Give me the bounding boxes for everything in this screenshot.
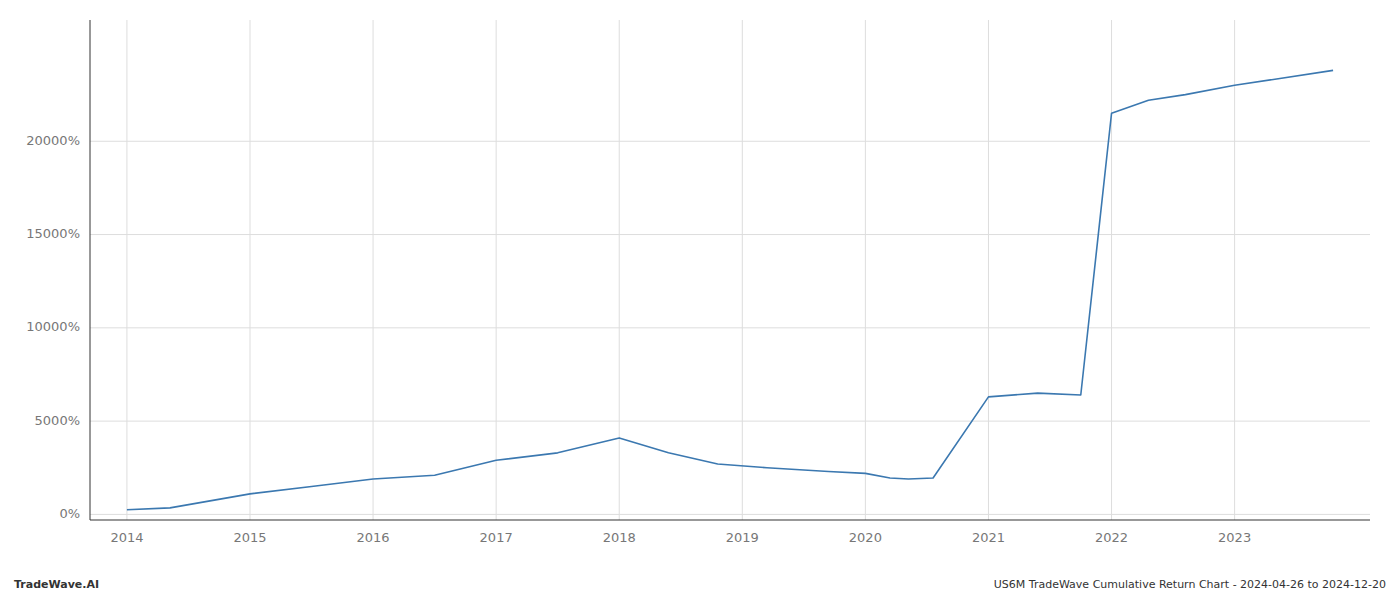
y-tick-label: 20000% [26,133,80,148]
x-tick-label: 2016 [357,530,390,545]
x-grid-line [865,20,866,520]
y-grid-line [90,327,1370,328]
footer-right: US6M TradeWave Cumulative Return Chart -… [994,578,1386,591]
x-tick-label: 2023 [1218,530,1251,545]
y-grid-line [90,234,1370,235]
x-tick-label: 2014 [110,530,143,545]
x-grid-line [742,20,743,520]
x-grid-line [1111,20,1112,520]
x-grid-line [1234,20,1235,520]
x-tick-label: 2019 [726,530,759,545]
plot-area [127,70,1333,509]
y-tick-label: 15000% [26,226,80,241]
x-grid-line [250,20,251,520]
y-tick-label: 10000% [26,319,80,334]
x-grid-line [496,20,497,520]
annotations: TradeWave.AI US6M TradeWave Cumulative Re… [14,578,1386,591]
x-tick-label: 2015 [233,530,266,545]
data-line [127,70,1333,509]
y-grid-line [90,421,1370,422]
y-grid-line [90,514,1370,515]
y-grid-line [90,141,1370,142]
grid [90,20,1370,520]
y-tick-label: 0% [59,506,80,521]
x-tick-label: 2020 [849,530,882,545]
x-grid-line [619,20,620,520]
x-tick-label: 2022 [1095,530,1128,545]
x-tick-label: 2017 [480,530,513,545]
x-grid-line [126,20,127,520]
y-axis-line [90,20,91,520]
footer-left: TradeWave.AI [14,578,99,591]
x-tick-label: 2018 [603,530,636,545]
x-grid-line [373,20,374,520]
x-grid-line [988,20,989,520]
y-tick-label: 5000% [35,413,80,428]
x-tick-label: 2021 [972,530,1005,545]
chart: 0% 5000% 10000% 15000% 20000% 2014 2015 2016 201… [0,0,1400,600]
x-axis-line [90,520,1370,521]
axes: 0% 5000% 10000% 15000% 20000% 2014 2015 2016 201… [26,20,1370,545]
